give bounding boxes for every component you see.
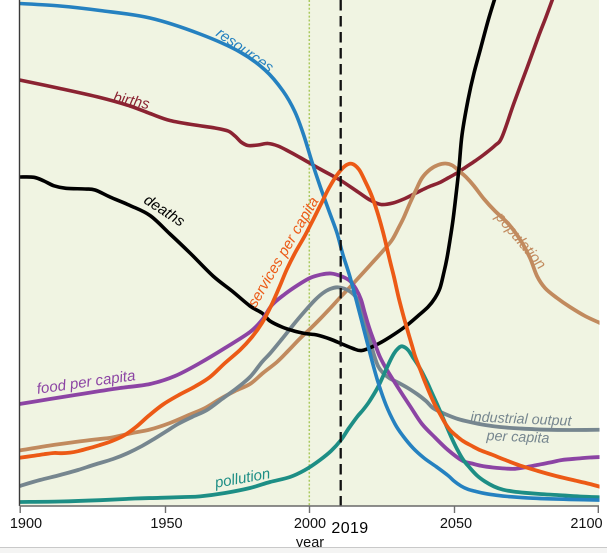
svg-text:2050: 2050 xyxy=(440,516,472,532)
svg-text:2019: 2019 xyxy=(331,520,368,537)
svg-text:2000: 2000 xyxy=(294,516,326,532)
svg-text:industrial output: industrial output xyxy=(470,409,573,429)
svg-text:per capita: per capita xyxy=(485,428,549,447)
svg-text:2100: 2100 xyxy=(570,516,602,532)
svg-text:1950: 1950 xyxy=(150,516,182,532)
svg-text:1900: 1900 xyxy=(10,516,42,532)
